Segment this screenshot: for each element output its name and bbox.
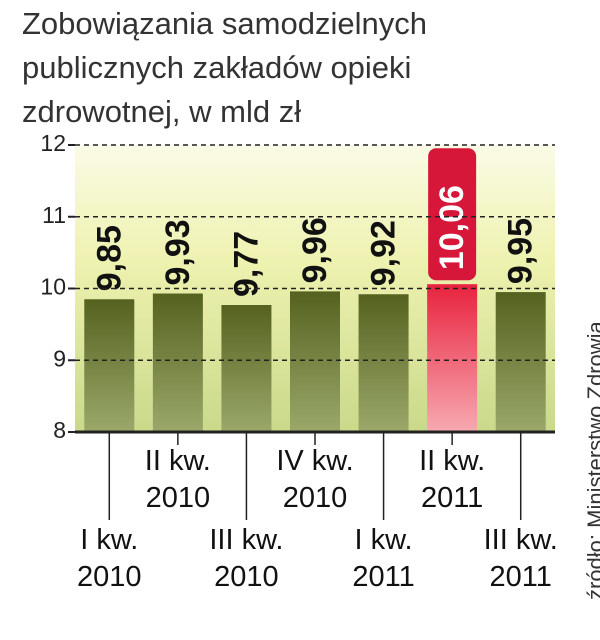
x-tick-label: II kw. 2010 [144, 445, 211, 514]
bar [221, 305, 272, 432]
chart-title: Zobowiązania samodzielnych publicznych z… [22, 6, 427, 129]
x-tick-label: III kw. 2011 [483, 524, 558, 593]
value-label: 10,06 [433, 185, 471, 270]
y-tick-label: 11 [42, 202, 66, 228]
y-tick-label: 9 [53, 345, 66, 371]
bar [152, 293, 203, 432]
bar [290, 291, 340, 432]
y-tick-label: 8 [53, 417, 66, 443]
value-label-group: 10,06 [428, 148, 477, 281]
y-tick-label: 12 [40, 130, 66, 156]
value-label-group: 9,95 [502, 218, 540, 284]
y-tick-label: 10 [40, 274, 66, 300]
value-label: 9,77 [227, 231, 265, 297]
value-label: 9,92 [365, 220, 403, 286]
value-label: 9,85 [90, 225, 128, 291]
x-tick-label: I kw. 2011 [352, 524, 415, 593]
bar [495, 292, 546, 432]
x-tick-label: IV kw. 2010 [276, 445, 354, 514]
value-label: 9,93 [159, 219, 197, 285]
bar [427, 284, 478, 432]
value-label-group: 9,85 [90, 225, 128, 291]
x-tick-label: III kw. 2010 [209, 524, 284, 593]
bar [84, 299, 135, 432]
value-label-group: 9,92 [365, 220, 403, 286]
value-label: 9,96 [296, 217, 334, 283]
value-label-group: 9,77 [227, 231, 265, 297]
value-label: 9,95 [502, 218, 540, 284]
value-label-badge [428, 148, 477, 281]
value-label-group: 9,93 [159, 219, 197, 285]
x-tick-label: II kw. 2011 [419, 445, 486, 514]
value-label-group: 9,96 [296, 217, 334, 283]
bar [358, 294, 409, 432]
x-tick-label: I kw. 2010 [77, 524, 142, 593]
